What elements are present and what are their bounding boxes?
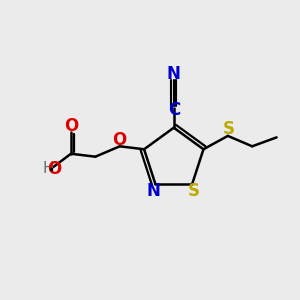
Text: S: S bbox=[188, 182, 200, 200]
Text: H: H bbox=[42, 161, 53, 176]
Text: O: O bbox=[112, 131, 126, 149]
Text: N: N bbox=[167, 65, 181, 83]
Text: C: C bbox=[168, 101, 180, 119]
Text: O: O bbox=[47, 160, 62, 178]
Text: S: S bbox=[222, 120, 234, 138]
Text: N: N bbox=[146, 182, 160, 200]
Text: O: O bbox=[64, 117, 78, 135]
